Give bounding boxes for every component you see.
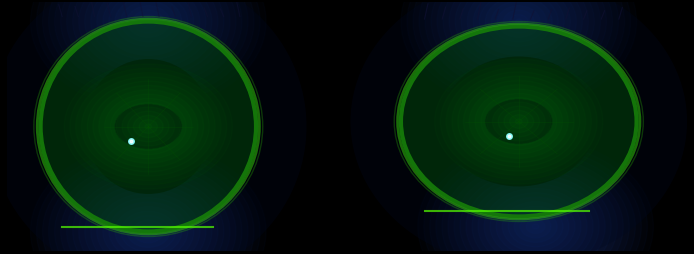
Circle shape (73, 0, 224, 78)
Ellipse shape (441, 57, 596, 187)
Circle shape (85, 0, 212, 70)
Circle shape (455, 0, 582, 70)
Circle shape (96, 0, 200, 60)
Circle shape (502, 202, 569, 251)
Circle shape (85, 184, 212, 254)
Circle shape (498, 7, 540, 38)
Circle shape (109, 202, 188, 254)
Circle shape (449, 0, 589, 74)
Circle shape (532, 224, 539, 229)
Circle shape (145, 20, 152, 25)
Circle shape (485, 0, 552, 47)
Circle shape (103, 0, 194, 56)
Ellipse shape (398, 26, 639, 218)
Circle shape (448, 162, 623, 254)
Circle shape (121, 2, 176, 43)
Circle shape (96, 194, 200, 254)
Circle shape (496, 197, 575, 254)
Circle shape (145, 229, 152, 234)
Circle shape (490, 193, 581, 254)
Circle shape (127, 216, 170, 247)
Circle shape (91, 0, 206, 65)
Circle shape (472, 180, 599, 254)
Circle shape (127, 7, 170, 38)
Circle shape (139, 15, 158, 29)
Circle shape (514, 211, 557, 242)
Circle shape (466, 175, 605, 254)
Circle shape (60, 167, 236, 254)
Circle shape (133, 11, 164, 34)
Circle shape (73, 176, 224, 254)
Circle shape (133, 220, 164, 243)
Circle shape (480, 0, 558, 52)
Circle shape (91, 189, 206, 254)
Circle shape (516, 20, 522, 25)
Circle shape (462, 0, 576, 65)
Circle shape (491, 2, 546, 43)
Circle shape (67, 171, 230, 254)
Circle shape (509, 15, 528, 29)
Circle shape (503, 11, 534, 34)
Ellipse shape (485, 100, 552, 145)
Circle shape (60, 0, 236, 87)
Circle shape (460, 171, 611, 254)
Circle shape (115, 0, 182, 47)
Ellipse shape (115, 105, 182, 149)
Circle shape (437, 0, 600, 83)
Circle shape (115, 207, 182, 254)
Circle shape (78, 0, 218, 74)
Circle shape (473, 0, 564, 56)
Ellipse shape (38, 20, 258, 234)
Circle shape (442, 157, 629, 254)
Circle shape (121, 211, 176, 252)
Circle shape (139, 225, 158, 239)
Ellipse shape (85, 60, 212, 194)
Circle shape (478, 184, 593, 254)
Circle shape (484, 188, 587, 254)
Circle shape (78, 180, 218, 254)
Circle shape (454, 166, 617, 254)
Ellipse shape (350, 0, 687, 254)
Circle shape (467, 0, 570, 60)
Circle shape (443, 0, 594, 78)
Circle shape (103, 198, 194, 254)
Circle shape (109, 0, 188, 52)
Circle shape (55, 162, 242, 254)
Circle shape (520, 215, 551, 238)
Circle shape (526, 220, 545, 233)
Circle shape (431, 0, 607, 87)
Ellipse shape (0, 0, 307, 254)
Circle shape (508, 206, 563, 247)
Circle shape (67, 0, 230, 83)
